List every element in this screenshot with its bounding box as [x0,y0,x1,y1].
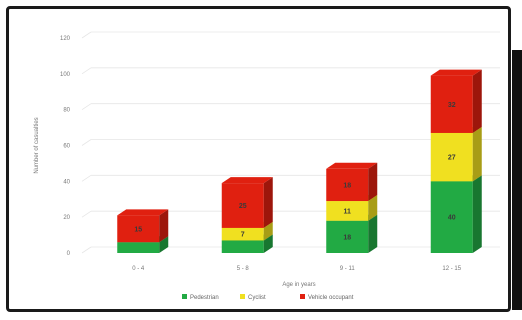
x-axis-ticks: 0 - 4 5 - 8 9 - 11 12 - 15 [132,266,462,272]
bar-side [368,214,378,253]
bar-front [221,183,264,228]
bar-data-label: 11 [344,208,352,215]
bar-front [326,201,369,221]
bar-data-label: 7 [241,232,245,239]
gridline-depth [81,139,92,146]
bar-top [221,177,273,184]
bar-data-label: 27 [448,155,456,162]
legend-swatch [182,294,187,299]
y-tick-label: 0 [67,251,71,257]
y-tick-label: 120 [60,36,71,42]
gridline-depth [81,246,92,254]
bar-side [159,209,169,243]
x-axis-title: Age in years [282,282,315,288]
legend-label: Vehicle occupant [308,295,354,301]
bar-top [326,162,378,169]
bar-side [263,221,273,241]
y-tick-label: 20 [63,215,70,221]
bar-data-label: 40 [448,215,456,222]
bar-data-label: 18 [343,182,351,189]
gridline-depth [81,31,92,39]
bar-side [368,162,378,202]
y-axis-title: Number of casualties [34,117,40,173]
bar-front [326,220,369,253]
bar-side [263,177,273,228]
bar-front [430,75,473,133]
legend-swatch [300,294,305,299]
gridline-depth [81,210,92,218]
bar-side [472,69,482,133]
bars: 15 7 25 18 11 18 40 27 32 [117,69,482,253]
bar-front [326,168,369,202]
bar-side [472,175,482,253]
bar-top [117,209,169,216]
chart-frame [6,6,511,312]
bar-data-label: 18 [343,234,351,241]
bar-segment-pedestrian: 40 [430,175,482,253]
bar-front [221,227,264,241]
gridline-depth [81,175,92,182]
bar-front [117,215,160,243]
bar-data-label: 15 [134,226,142,233]
bar-side [263,234,273,253]
x-tick-label: 5 - 8 [237,266,250,272]
legend: Pedestrian Cyclist Vehicle occupant [182,294,354,301]
x-tick-label: 0 - 4 [132,266,145,272]
bar-segment-vehicle-occupant: 18 [326,162,378,202]
window-edge [512,50,522,310]
gridline-depth [81,103,92,110]
gridline-depth [81,67,92,75]
x-tick-label: 12 - 15 [442,266,461,272]
bar-segment-vehicle-occupant: 32 [430,69,482,133]
bar-top [430,69,482,76]
bar-front [430,132,473,182]
y-tick-label: 100 [60,72,71,78]
bar-front [221,240,264,253]
bar-segment-pedestrian: 18 [326,214,378,253]
y-tick-label: 40 [63,179,70,185]
y-tick-label: 60 [63,144,70,150]
bar-segment-vehicle-occupant: 15 [117,209,169,243]
bar-front [430,181,473,253]
bar-side [159,236,169,253]
legend-label: Cyclist [248,295,266,301]
bar-segment-cyclist: 27 [430,126,482,182]
x-tick-label: 9 - 11 [340,266,356,272]
bar-segment-vehicle-occupant: 25 [221,177,273,228]
y-tick-label: 80 [63,108,70,114]
bar-data-label: 32 [448,102,456,109]
bar-data-label: 25 [239,203,247,210]
legend-label: Pedestrian [190,295,219,301]
bar-side [368,195,378,221]
bar-side [472,126,482,182]
legend-swatch [240,294,245,299]
bar-front [117,242,160,253]
y-axis-ticks: 0 20 40 60 80 100 120 [60,36,71,257]
